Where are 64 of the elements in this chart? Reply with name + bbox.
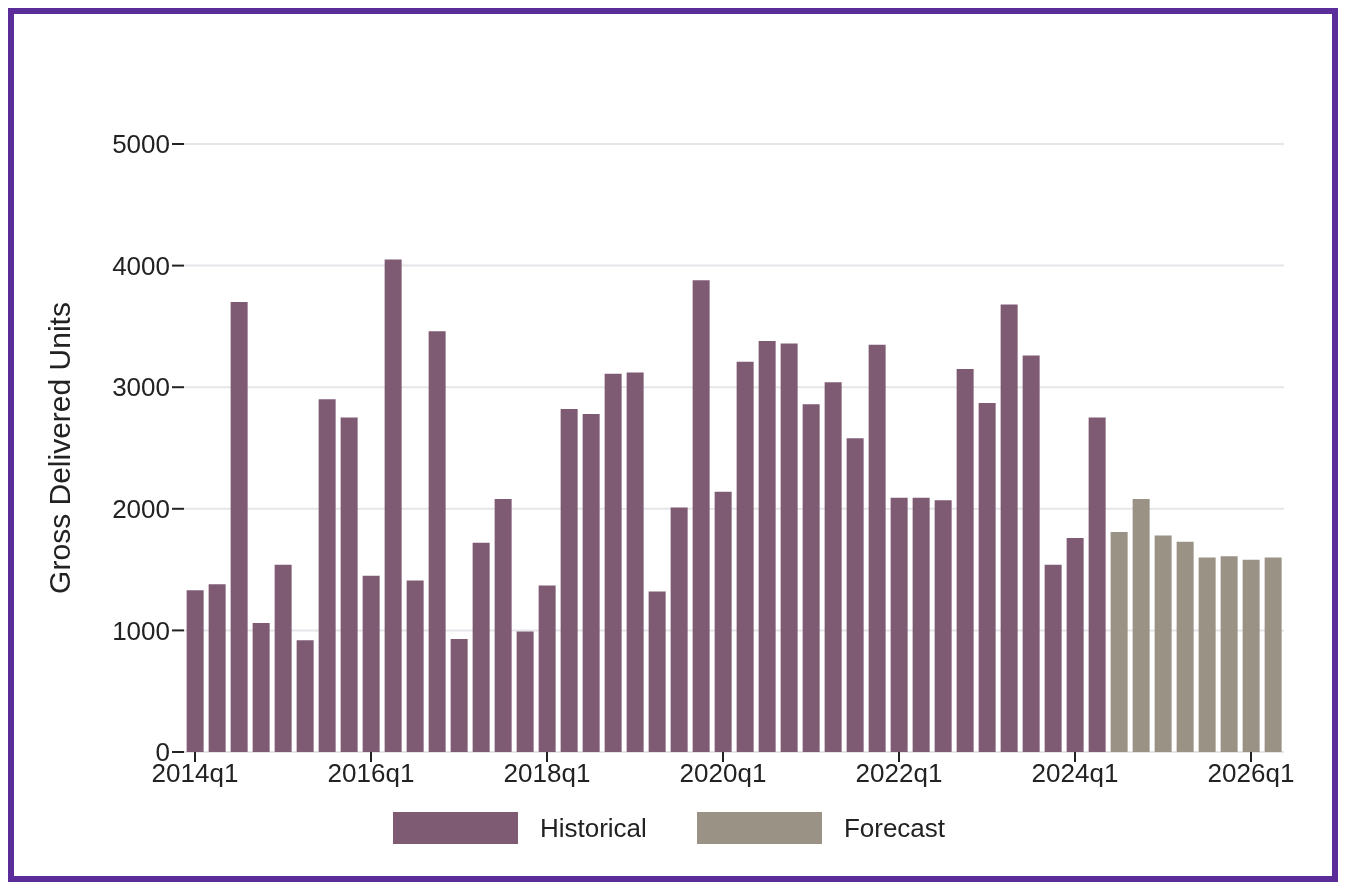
- bar: [692, 280, 710, 752]
- bar: [582, 413, 600, 752]
- bar: [1000, 304, 1018, 752]
- y-tick-label: 3000: [112, 372, 170, 403]
- bar: [846, 438, 864, 752]
- bar: [450, 638, 468, 752]
- legend-label: Forecast: [843, 812, 946, 844]
- bar: [934, 500, 952, 752]
- bar: [1044, 564, 1062, 752]
- bar: [956, 368, 974, 752]
- y-tick-label: 4000: [112, 250, 170, 281]
- bar: [1088, 417, 1106, 752]
- bar: [208, 584, 226, 752]
- bar: [802, 404, 820, 752]
- bar: [1264, 557, 1282, 752]
- bar: [274, 564, 292, 752]
- bar: [406, 580, 424, 752]
- bar: [978, 403, 996, 752]
- legend-label: Historical: [539, 812, 647, 844]
- bar: [670, 507, 688, 752]
- bar: [1132, 499, 1150, 752]
- y-tick-label: 1000: [112, 615, 170, 646]
- bar: [626, 372, 644, 752]
- bar: [890, 497, 908, 752]
- bar: [516, 631, 534, 752]
- bar: [758, 340, 776, 752]
- bar: [1110, 531, 1128, 752]
- x-tick-label: 2022q1: [855, 758, 943, 789]
- bar: [340, 417, 358, 752]
- bar: [1154, 535, 1172, 752]
- bar: [736, 361, 754, 752]
- bar: [604, 373, 622, 752]
- bar: [1242, 559, 1260, 752]
- bar: [1066, 537, 1084, 752]
- bar: [868, 344, 886, 752]
- bar: [1176, 541, 1194, 752]
- y-tick-label: 2000: [112, 494, 170, 525]
- bar: [648, 591, 666, 752]
- x-tick-label: 2026q1: [1207, 758, 1295, 789]
- bar: [1198, 557, 1216, 752]
- bar: [428, 331, 446, 752]
- bar: [714, 491, 732, 752]
- bar: [318, 399, 336, 752]
- bar: [494, 499, 512, 752]
- y-axis-title: Gross Delivered Units: [42, 302, 76, 594]
- bar: [780, 343, 798, 752]
- y-tick-label: 5000: [112, 129, 170, 160]
- x-tick-label: 2020q1: [679, 758, 767, 789]
- bar: [1022, 355, 1040, 752]
- bar: [296, 640, 314, 752]
- bar: [252, 623, 270, 752]
- x-tick-label: 2024q1: [1031, 758, 1119, 789]
- bar: [538, 585, 556, 752]
- bar: [560, 409, 578, 752]
- bar: [186, 590, 204, 752]
- bar: [472, 542, 490, 752]
- bar: [230, 302, 248, 752]
- bar: [362, 575, 380, 752]
- x-tick-label: 2018q1: [503, 758, 591, 789]
- bar: [1220, 556, 1238, 752]
- bar: [384, 259, 402, 752]
- bar: [824, 382, 842, 752]
- x-tick-label: 2016q1: [327, 758, 415, 789]
- bar: [912, 497, 930, 752]
